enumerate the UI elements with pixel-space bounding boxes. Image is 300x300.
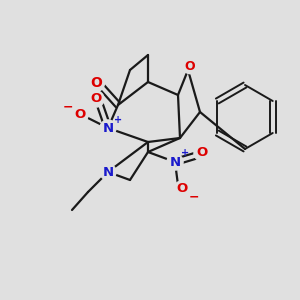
Circle shape: [88, 74, 104, 92]
Circle shape: [72, 107, 88, 123]
Circle shape: [194, 145, 210, 161]
Text: O: O: [185, 59, 195, 73]
Text: O: O: [196, 146, 208, 160]
Circle shape: [88, 91, 104, 107]
Text: O: O: [90, 92, 102, 106]
Text: O: O: [176, 182, 188, 196]
Text: N: N: [169, 155, 181, 169]
Text: +: +: [114, 115, 122, 125]
Text: N: N: [102, 166, 114, 178]
Circle shape: [100, 164, 116, 180]
Circle shape: [167, 154, 183, 170]
Text: −: −: [189, 190, 199, 203]
Circle shape: [174, 181, 190, 197]
Circle shape: [182, 58, 198, 74]
Text: −: −: [63, 100, 73, 113]
Circle shape: [100, 120, 116, 136]
Text: O: O: [90, 76, 102, 90]
Text: N: N: [102, 122, 114, 134]
Text: O: O: [74, 109, 86, 122]
Text: +: +: [181, 148, 189, 158]
